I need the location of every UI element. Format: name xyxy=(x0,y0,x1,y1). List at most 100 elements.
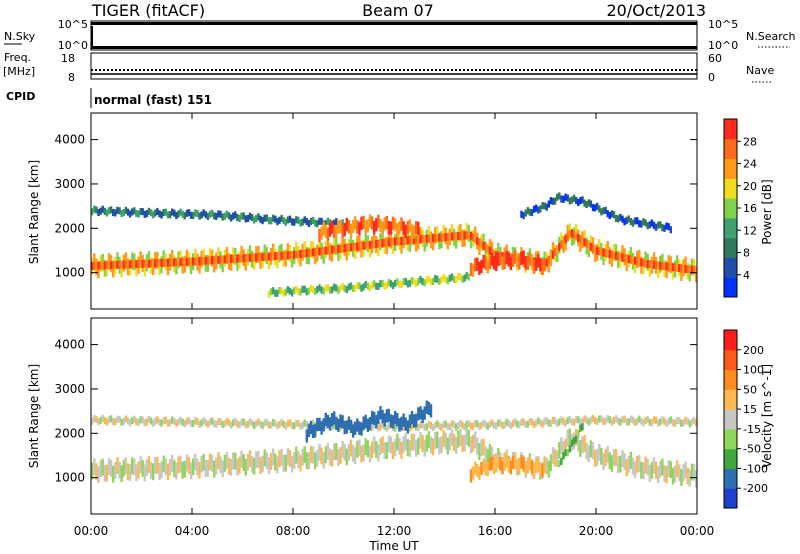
heatmap-cell-upper-band xyxy=(671,418,675,426)
nsky-tick-high: 10^5 xyxy=(58,18,88,31)
heatmap-cell-main-band xyxy=(141,460,144,477)
heatmap-cell-upper-band xyxy=(192,419,195,427)
heatmap-cell-main-band xyxy=(474,226,477,244)
heatmap-core-main-band xyxy=(593,245,597,254)
heatmap-cell-upper-band xyxy=(309,218,313,226)
heatmap-cell-upper-band xyxy=(97,209,100,217)
heatmap-cell-arc-19ut xyxy=(537,206,540,214)
heatmap-cell-main-band xyxy=(455,436,458,454)
heatmap-cell-upper-band xyxy=(206,212,210,220)
heatmap-core-main-band xyxy=(333,245,336,254)
heatmap-cell-upper-band xyxy=(255,420,258,428)
heatmap-core-main-band xyxy=(229,255,233,263)
heatmap-cell-patch-16ut xyxy=(543,258,546,272)
colorbar-swatch xyxy=(724,389,737,410)
heatmap-core-main-band xyxy=(356,242,359,251)
heatmap-cell-main-band xyxy=(299,249,302,267)
heatmap-core-main-band xyxy=(553,248,557,257)
heatmap-cell-main-band xyxy=(564,438,567,456)
heatmap-core-main-band xyxy=(654,261,658,269)
heatmap-cell-main-band xyxy=(124,457,128,475)
heatmap-cell-main-band xyxy=(267,252,271,270)
heatmap-core-main-band xyxy=(286,251,290,260)
heatmap-cell-patch-17ut xyxy=(495,459,498,473)
heatmap-cell-upper-band xyxy=(326,217,330,225)
heatmap-cell-upper-band xyxy=(650,419,654,427)
heatmap-cell-patch-12ut xyxy=(385,216,388,230)
heatmap-cell-patch-16ut xyxy=(486,260,489,274)
heatmap-cell-main-band xyxy=(556,245,559,263)
heatmap-cell-upper-band xyxy=(187,417,191,425)
heatmap-cell-upper-band xyxy=(259,420,262,428)
heatmap-cell-upper-band xyxy=(657,419,660,427)
heatmap-cell-upper-band xyxy=(421,421,424,429)
heatmap-core-main-band xyxy=(95,261,98,270)
heatmap-cell-main-band xyxy=(305,452,308,469)
heatmap-cell-lower-band xyxy=(326,284,330,292)
heatmap-cell-upper-band xyxy=(556,419,559,427)
heatmap-core-main-band xyxy=(192,257,195,266)
heatmap-cell-main-band xyxy=(391,442,395,460)
heatmap-cell-upper-band xyxy=(553,417,557,425)
heatmap-cell-patch-10ut xyxy=(354,421,357,435)
heatmap-cell-patch-10ut xyxy=(396,412,399,427)
heatmap-cell-main-band xyxy=(575,223,578,241)
heatmap-core-main-band xyxy=(629,255,633,264)
heatmap-cell-upper-band xyxy=(91,208,94,216)
heatmap-cell-main-band xyxy=(171,454,174,472)
heatmap-cell-main-band xyxy=(295,446,298,464)
heatmap-cell-lower-band xyxy=(379,280,382,288)
heatmap-cell-upper-band xyxy=(175,212,178,220)
heatmap-cell-upper-band xyxy=(133,415,136,423)
heatmap-cell-arc-19ut xyxy=(524,209,527,217)
heatmap-cell-main-band xyxy=(234,452,237,470)
heatmap-core-main-band xyxy=(400,237,403,245)
heatmap-core-main-band xyxy=(383,238,386,247)
heatmap-cell-lower-band xyxy=(465,272,468,280)
heatmap-cell-patch-10ut xyxy=(341,415,344,429)
heatmap-cell-main-band xyxy=(450,428,454,446)
heatmap-core-main-band xyxy=(619,252,622,261)
heatmap-cell-upper-band xyxy=(654,416,658,424)
xtick-label: 16:00 xyxy=(478,524,513,538)
heatmap-core-main-band xyxy=(171,258,174,267)
heatmap-cell-lower-band xyxy=(427,275,431,283)
heatmap-cell-patch-10ut xyxy=(358,421,361,435)
heatmap-cell-main-band xyxy=(318,443,321,461)
freq-unit: [MHz] xyxy=(3,65,35,78)
date-label: 20/Oct/2013 xyxy=(606,1,706,20)
heatmap-cell-patch-17ut xyxy=(539,463,542,477)
heatmap-core-main-band xyxy=(490,248,494,257)
heatmap-cell-arc-19ut xyxy=(566,194,569,202)
heatmap-cell-patch-16ut xyxy=(492,256,496,270)
heatmap-cell-main-band xyxy=(194,248,197,266)
colorbar-tick-label: 8 xyxy=(743,247,750,260)
heatmap-core-main-band xyxy=(600,247,603,256)
heatmap-cell-upper-band xyxy=(246,215,250,223)
heatmap-cell-lower-band xyxy=(387,278,391,286)
heatmap-cell-main-band xyxy=(551,447,555,464)
heatmap-cell-main-band xyxy=(469,436,473,454)
heatmap-cell-upper-band xyxy=(208,418,212,426)
heatmap-cell-upper-band xyxy=(305,218,308,226)
heatmap-core-main-band xyxy=(638,257,641,266)
heatmap-cell-lower-band xyxy=(280,287,283,295)
freq-label: Freq. xyxy=(4,51,31,64)
heatmap-cell-upper-band xyxy=(318,217,321,225)
heatmap-cell-upper-band xyxy=(217,210,220,218)
heatmap-cell-patch-10ut xyxy=(373,411,376,425)
heatmap-cell-upper-band xyxy=(587,418,590,426)
heatmap-cell-patch-12ut xyxy=(379,218,382,233)
heatmap-cell-lower-band xyxy=(457,273,460,281)
heatmap-cell-lower-band xyxy=(444,275,447,283)
heatmap-cell-patch-16ut xyxy=(524,256,527,270)
heatmap-cell-patch-17ut xyxy=(526,459,529,473)
heatmap-cell-upper-band xyxy=(200,211,203,219)
heatmap-cell-patch-17ut xyxy=(543,459,546,473)
heatmap-cell-upper-band xyxy=(665,419,668,427)
colorbar-swatch xyxy=(724,330,737,351)
heatmap-core-main-band xyxy=(358,242,361,251)
heatmap-cell-upper-band xyxy=(107,207,111,215)
heatmap-cell-main-band xyxy=(274,453,277,471)
heatmap-core-main-band xyxy=(566,232,569,241)
